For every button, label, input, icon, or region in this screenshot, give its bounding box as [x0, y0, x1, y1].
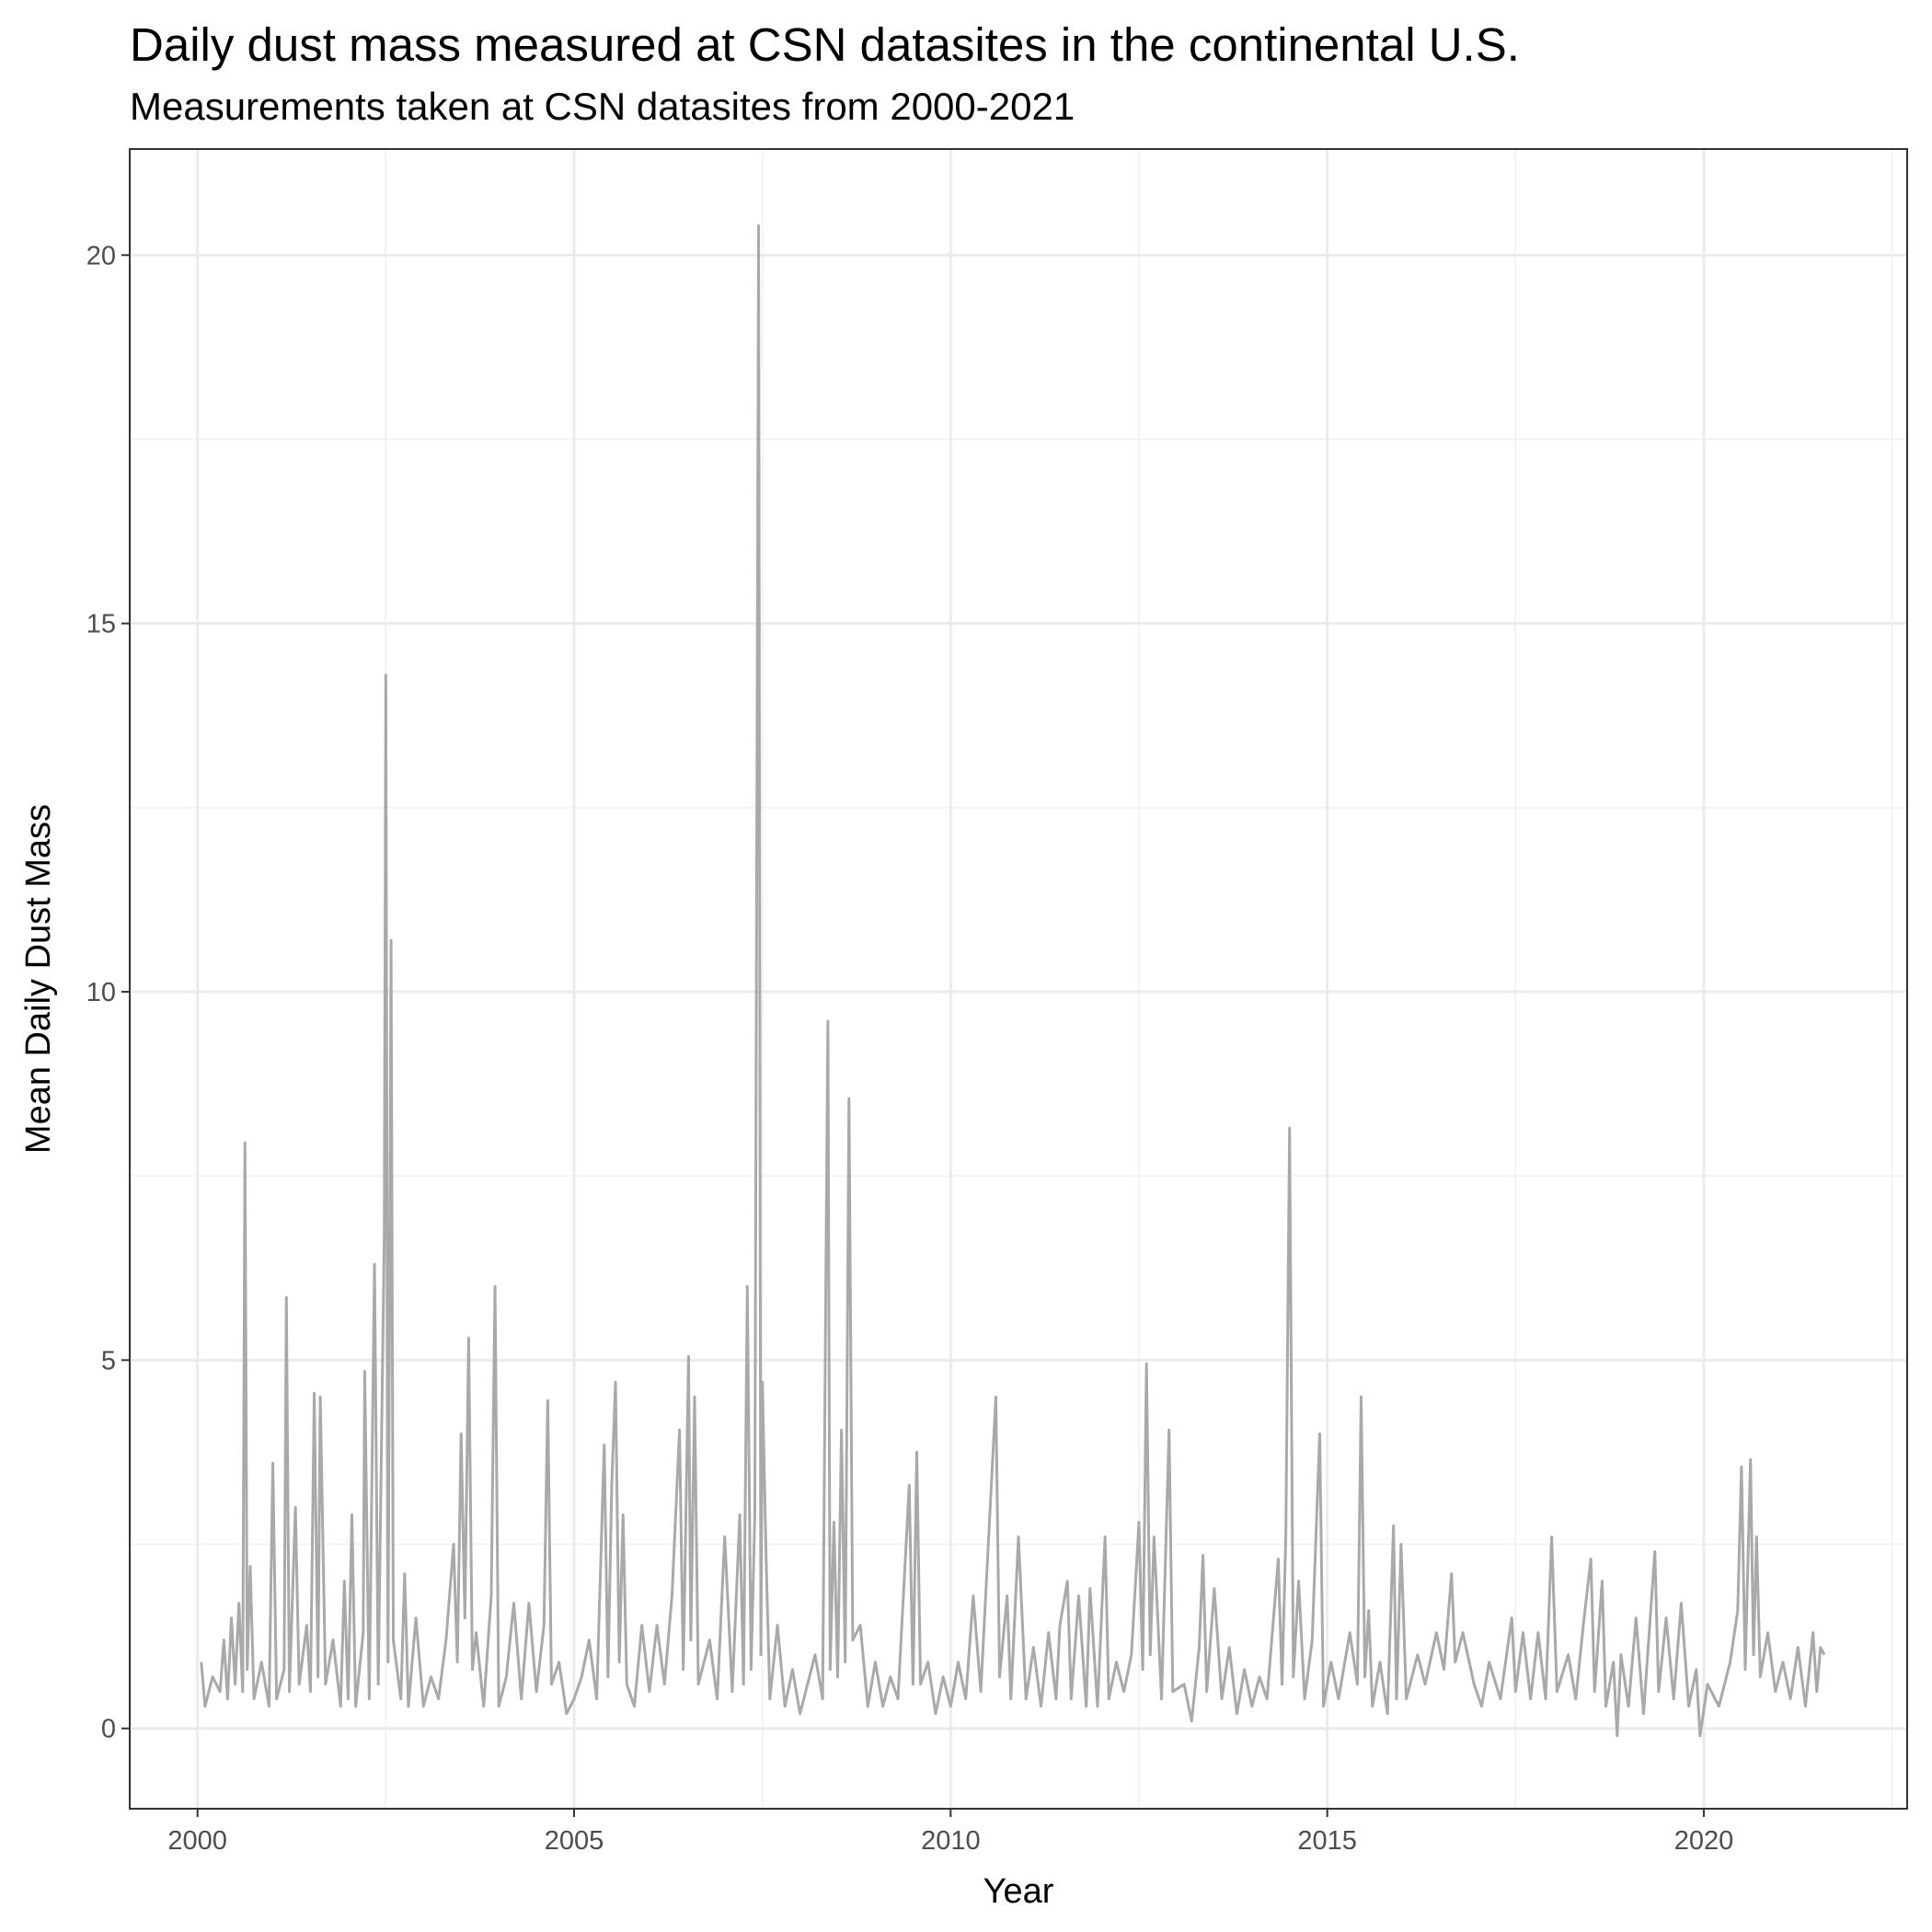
x-tick-label: 2000	[167, 1826, 227, 1856]
y-tick-label: 20	[86, 241, 116, 270]
panel-border	[129, 148, 1908, 1810]
x-tick-label: 2015	[1297, 1826, 1357, 1856]
y-tick-label: 10	[86, 978, 116, 1007]
grid	[130, 149, 1907, 1809]
chart-title: Daily dust mass measured at CSN datasite…	[130, 18, 1520, 71]
data-line	[200, 224, 1826, 1738]
y-tick-label: 15	[86, 610, 116, 639]
y-tick-label: 5	[101, 1346, 116, 1375]
chart-subtitle: Measurements taken at CSN datasites from…	[130, 85, 1075, 128]
axes: 0 5 10 15 20 2000 2005 2010 2015 2020	[86, 148, 1908, 1856]
y-axis-title: Mean Daily Dust Mass	[19, 804, 58, 1154]
x-axis-title: Year	[983, 1872, 1054, 1911]
plot-marks	[200, 224, 1826, 1738]
x-tick-label: 2005	[545, 1826, 604, 1856]
x-tick-label: 2020	[1674, 1826, 1734, 1856]
y-tick-label: 0	[101, 1715, 116, 1744]
x-tick-label: 2010	[921, 1826, 981, 1856]
